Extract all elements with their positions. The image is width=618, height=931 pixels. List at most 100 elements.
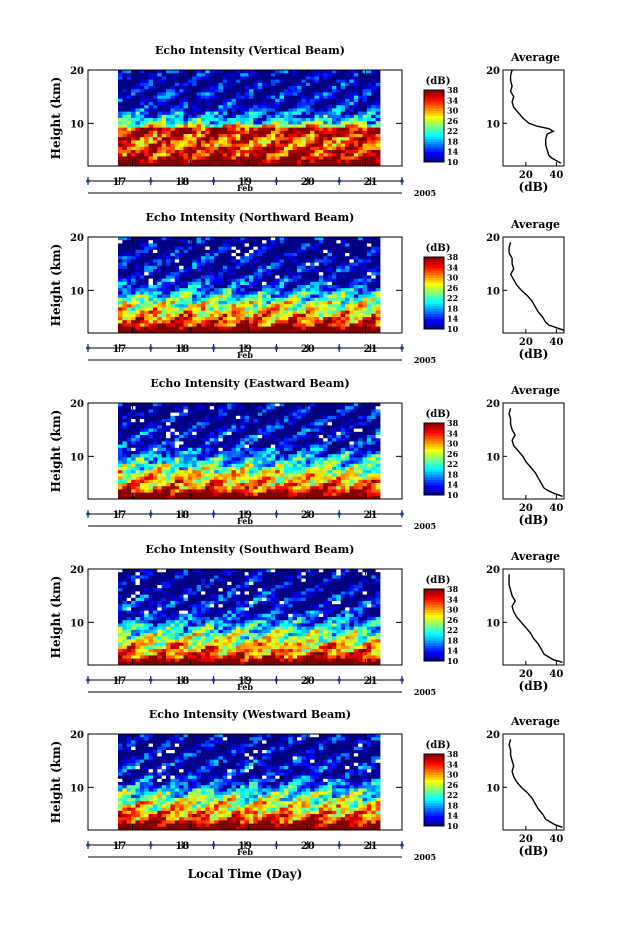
- heatmap-cell: [353, 262, 359, 267]
- heatmap-cell: [266, 111, 272, 116]
- heatmap-cell: [288, 412, 294, 417]
- heatmap-cell: [231, 73, 237, 77]
- heatmap-cell: [122, 256, 128, 260]
- heatmap-cell: [227, 95, 232, 100]
- heatmap-cell: [240, 323, 246, 327]
- heatmap-cell: [214, 457, 219, 461]
- heatmap-cell: [214, 489, 219, 493]
- heatmap-cell: [222, 95, 228, 100]
- colorbar-segment: [424, 313, 444, 317]
- heatmap-cell: [249, 121, 254, 125]
- heatmap-cell: [266, 76, 272, 80]
- heatmap-cell: [126, 95, 132, 100]
- heatmap-cell: [227, 435, 232, 439]
- heatmap-cell: [200, 256, 206, 260]
- heatmap-cell: [331, 92, 337, 96]
- heatmap-cell: [131, 317, 136, 321]
- heatmap-cell: [200, 281, 206, 286]
- heatmap-cell: [152, 105, 158, 109]
- year-label: 2005: [414, 355, 436, 365]
- heatmap-cell: [196, 304, 202, 308]
- heatmap-cell: [214, 111, 219, 116]
- heatmap-cell: [135, 476, 141, 481]
- heatmap-cell: [279, 82, 285, 87]
- heatmap-cell: [227, 124, 232, 128]
- heatmap-cell: [331, 265, 337, 270]
- heatmap-cell: [305, 105, 311, 109]
- heatmap-cell: [283, 124, 289, 128]
- heatmap-cell: [292, 281, 298, 286]
- heatmap-cell: [371, 95, 377, 100]
- heatmap-cell: [331, 143, 337, 148]
- heatmap-cell: [244, 495, 250, 500]
- heatmap-cell: [283, 105, 289, 109]
- heatmap-cell: [305, 259, 311, 263]
- heatmap-cell: [192, 82, 197, 87]
- heatmap-cell: [340, 301, 346, 305]
- heatmap-cell: [118, 130, 123, 135]
- heatmap-cell: [235, 73, 241, 77]
- heatmap-cell: [375, 256, 381, 260]
- heatmap-cell: [288, 479, 294, 484]
- heatmap-cell: [183, 153, 189, 157]
- heatmap-cell: [118, 253, 123, 257]
- heatmap-cell: [196, 451, 202, 455]
- heatmap-cell: [270, 137, 276, 141]
- heatmap-cell: [371, 259, 377, 263]
- heatmap-cell: [205, 278, 211, 283]
- heatmap-cell: [192, 438, 197, 442]
- heatmap-cell: [301, 89, 307, 93]
- heatmap-cell: [292, 86, 298, 90]
- heatmap-cell: [222, 479, 228, 484]
- heatmap-cell: [231, 476, 237, 481]
- heatmap-cell: [345, 102, 350, 106]
- heatmap-cell: [209, 412, 215, 417]
- heatmap-cell: [249, 92, 254, 96]
- heatmap-cell: [144, 76, 149, 80]
- heatmap-cell: [218, 415, 224, 420]
- heatmap-cell: [275, 275, 280, 279]
- heatmap-cell: [131, 98, 136, 103]
- heatmap-cell: [222, 79, 228, 84]
- colorbar-tick-label: 14: [447, 314, 459, 324]
- heatmap-cell: [305, 134, 311, 138]
- heatmap-cell: [118, 150, 123, 154]
- heatmap-cell: [340, 156, 346, 160]
- heatmap-cell: [170, 294, 176, 299]
- heatmap-cell: [135, 86, 141, 90]
- heatmap-cell: [122, 156, 128, 160]
- heatmap-cell: [205, 460, 211, 465]
- heatmap-cell: [270, 438, 276, 442]
- heatmap-cell: [297, 259, 302, 263]
- heatmap-cell: [148, 82, 154, 87]
- heatmap-cell: [218, 451, 224, 455]
- heatmap-cell: [327, 237, 333, 241]
- heatmap-cell: [157, 162, 163, 167]
- heatmap-cell: [327, 130, 333, 135]
- heatmap-cell: [310, 76, 315, 80]
- heatmap-cell: [118, 307, 123, 311]
- heatmap-cell: [218, 237, 224, 241]
- colorbar-segment: [424, 92, 444, 96]
- heatmap-cell: [283, 162, 289, 167]
- heatmap-cell: [122, 114, 128, 119]
- heatmap-cell: [170, 278, 176, 283]
- heatmap-cell: [336, 269, 342, 273]
- heatmap-cell: [144, 310, 149, 315]
- heatmap-cell: [297, 310, 302, 315]
- heatmap-cell: [266, 278, 272, 283]
- heatmap-cell: [126, 313, 132, 318]
- heatmap-cell: [187, 156, 193, 160]
- heatmap-cell: [222, 127, 228, 132]
- heatmap-cell: [139, 249, 145, 254]
- heatmap-cell: [157, 275, 163, 279]
- heatmap-cell: [187, 441, 193, 445]
- heatmap-cell: [257, 483, 263, 487]
- heatmap-cell: [157, 127, 163, 132]
- heatmap-cell: [148, 447, 154, 452]
- heatmap-cell: [214, 134, 219, 138]
- heatmap-cell: [174, 313, 180, 318]
- heatmap-cell: [327, 70, 333, 74]
- heatmap-cell: [279, 329, 285, 334]
- heatmap-cell: [196, 140, 202, 144]
